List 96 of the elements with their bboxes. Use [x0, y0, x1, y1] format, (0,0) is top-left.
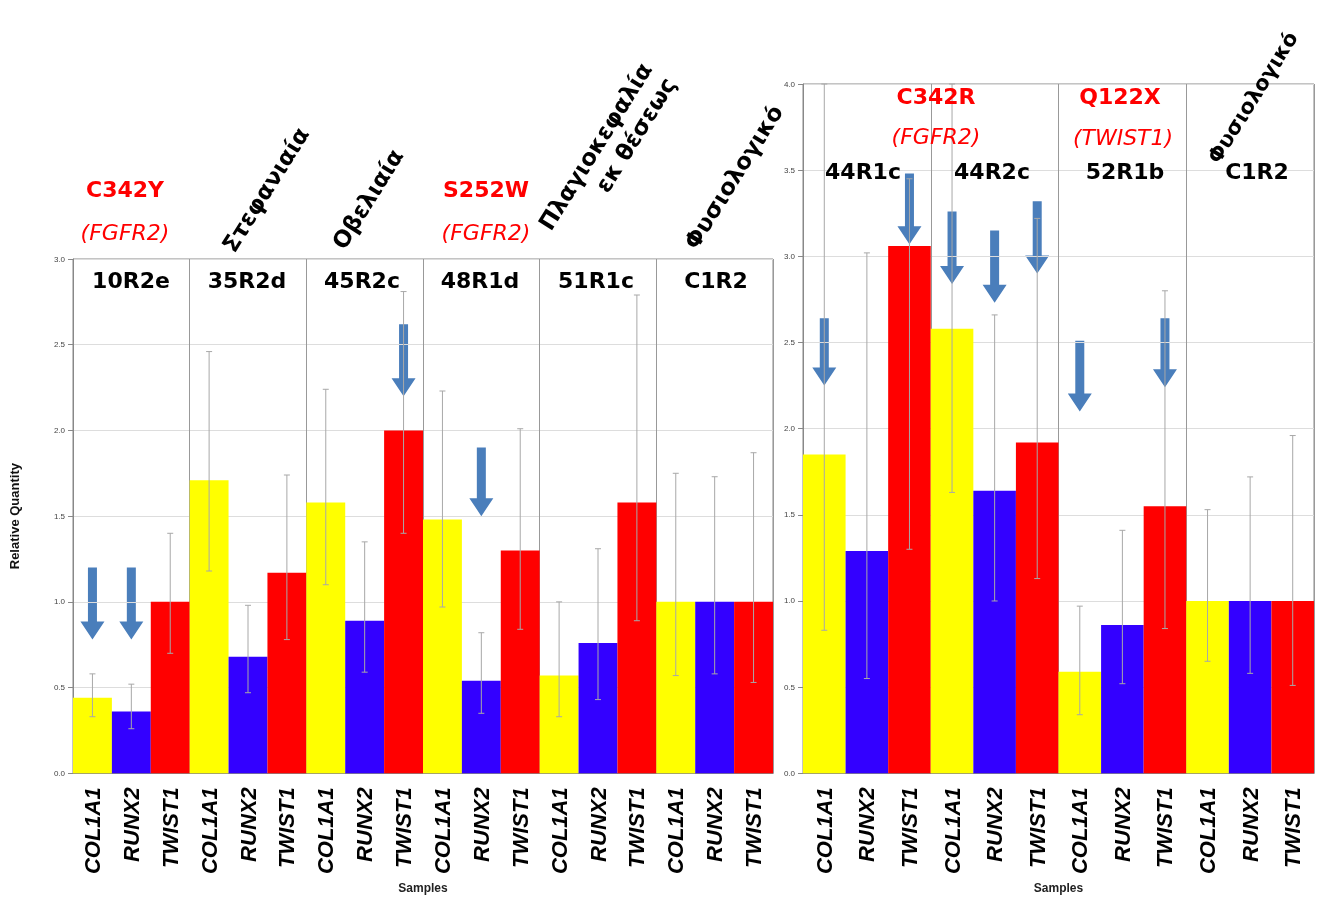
y-tick-label: 3.0	[53, 254, 66, 264]
bar	[1101, 625, 1144, 774]
y-tick-label: 2.5	[53, 340, 66, 350]
x-tick-label: TWIST1	[1152, 787, 1178, 868]
text: (FGFR2)	[441, 219, 531, 247]
x-tick-label: TWIST1	[507, 787, 533, 868]
y-tick-label: 1.5	[53, 511, 66, 521]
bar	[1271, 600, 1314, 774]
bar	[189, 480, 229, 774]
x-tick-label: RUNX2	[118, 786, 144, 862]
x-tick-label: COL1A1	[429, 787, 455, 875]
bar	[73, 697, 112, 774]
x-tick-label: COL1A1	[1195, 787, 1221, 875]
annotation: 51R1c	[558, 267, 634, 295]
x-tick-label: COL1A1	[79, 787, 105, 875]
y-tick-label: 0.5	[783, 682, 796, 692]
annotation: (FGFR2)	[891, 123, 981, 151]
annotation: 35R2d	[207, 267, 287, 295]
x-tick-label: COL1A1	[313, 787, 339, 875]
x-tick-label: TWIST1	[1024, 787, 1050, 868]
annotation: Q122X	[1079, 83, 1161, 111]
bar	[656, 601, 696, 774]
annotation: (TWIST1)	[1072, 124, 1174, 152]
bar	[803, 454, 846, 774]
annotation: 52R1b	[1085, 158, 1165, 186]
annotation: 10R2e	[92, 267, 170, 295]
y-tick-label: 2.5	[783, 337, 796, 347]
x-tick-label: COL1A1	[663, 787, 689, 875]
x-tick-label: COL1A1	[939, 787, 965, 875]
annotation: C1R2	[684, 267, 748, 295]
y-tick-label: 1.0	[783, 596, 796, 606]
bar	[734, 601, 773, 774]
bar	[930, 328, 974, 774]
x-tick-label: COL1A1	[1067, 787, 1093, 875]
text: (FGFR2)	[80, 219, 170, 247]
x-axis-title: Samples	[398, 881, 449, 895]
y-tick-label: 1.0	[53, 597, 66, 607]
bar	[423, 519, 462, 774]
bar	[578, 643, 618, 774]
text: S252W	[442, 176, 530, 204]
bar	[1228, 600, 1272, 774]
text: C342Y	[86, 176, 164, 204]
x-tick-label: RUNX2	[1109, 786, 1135, 862]
x-axis-title: Samples	[1033, 881, 1084, 895]
bar	[306, 502, 346, 774]
y-tick-label: 2.0	[783, 424, 796, 434]
bar	[845, 551, 889, 774]
x-tick-label: COL1A1	[546, 787, 572, 875]
y-tick-label: 0.0	[53, 768, 66, 778]
annotation: 45R2c	[324, 267, 400, 295]
x-tick-label: RUNX2	[982, 786, 1008, 862]
y-tick-label: 0.5	[53, 683, 66, 693]
bar	[1015, 442, 1059, 774]
bar	[111, 711, 151, 774]
bar	[1186, 600, 1229, 774]
bar	[539, 675, 579, 774]
bar	[267, 572, 307, 774]
x-tick-label: RUNX2	[235, 786, 261, 862]
y-tick-label: 3.0	[783, 251, 796, 261]
x-tick-label: COL1A1	[196, 787, 222, 875]
bar	[1143, 506, 1187, 774]
x-tick-label: TWIST1	[391, 787, 417, 868]
annotation: 44R1c	[825, 158, 901, 186]
bar	[973, 490, 1016, 774]
bar	[228, 656, 268, 774]
x-tick-label: TWIST1	[741, 787, 767, 868]
x-tick-label: RUNX2	[585, 786, 611, 862]
y-tick-label: 4.0	[783, 79, 796, 89]
y-tick-label: 3.5	[783, 165, 796, 175]
x-tick-label: RUNX2	[352, 786, 378, 862]
bar	[345, 620, 385, 774]
annotation: C1R2	[1225, 158, 1289, 186]
bar	[617, 502, 657, 774]
annotation: C342R	[896, 83, 976, 111]
bar	[500, 550, 540, 774]
y-tick-label: 1.5	[783, 510, 796, 520]
bar	[1058, 671, 1102, 774]
y-tick-label: 0.0	[783, 768, 796, 778]
x-tick-label: RUNX2	[1237, 786, 1263, 862]
y-axis-title: Relative Quantity	[7, 462, 22, 570]
annotation: 48R1d	[440, 267, 520, 295]
bar	[150, 601, 190, 774]
x-tick-label: TWIST1	[896, 787, 922, 868]
x-tick-label: TWIST1	[157, 787, 183, 868]
bar	[384, 430, 423, 774]
annotation: 44R2c	[954, 158, 1030, 186]
x-tick-label: COL1A1	[811, 787, 837, 875]
x-tick-label: RUNX2	[702, 786, 728, 862]
bar	[461, 680, 501, 774]
x-tick-label: TWIST1	[274, 787, 300, 868]
y-tick-label: 2.0	[53, 425, 66, 435]
x-tick-label: TWIST1	[1280, 787, 1306, 868]
x-tick-label: RUNX2	[854, 786, 880, 862]
x-tick-label: TWIST1	[624, 787, 650, 868]
bar	[695, 601, 735, 774]
x-tick-label: RUNX2	[468, 786, 494, 862]
